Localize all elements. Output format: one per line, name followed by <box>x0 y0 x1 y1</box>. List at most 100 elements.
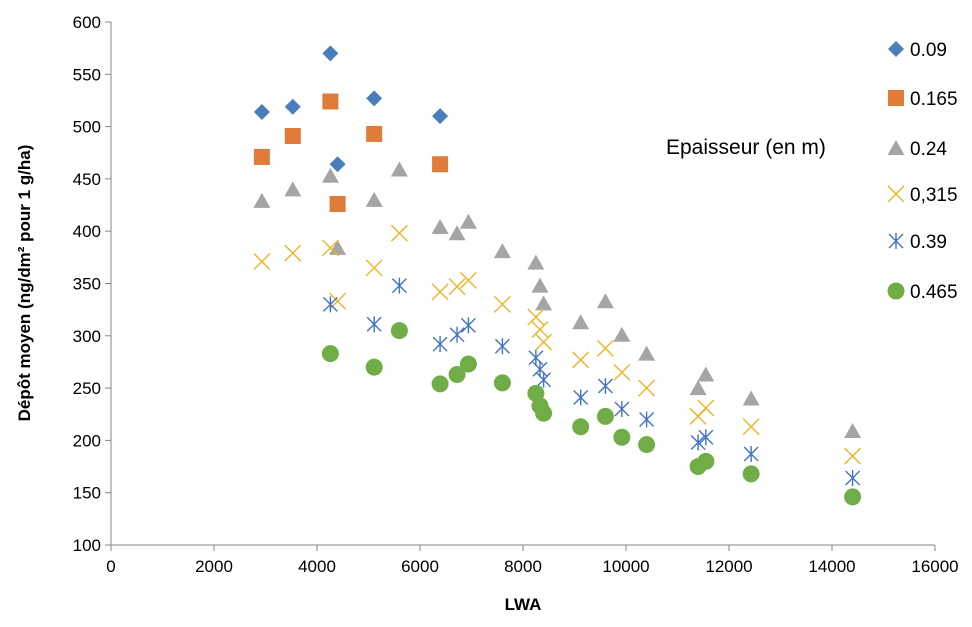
legend-label: 0.165 <box>910 89 958 110</box>
data-point <box>690 434 706 451</box>
data-point <box>596 407 614 425</box>
data-point <box>448 278 466 296</box>
data-point <box>494 338 510 355</box>
data-point <box>459 213 477 229</box>
data-point <box>572 418 590 436</box>
x-tick-label: 4000 <box>298 557 336 576</box>
series-3 <box>253 224 862 465</box>
data-point <box>535 295 553 311</box>
data-point <box>449 326 465 343</box>
data-point <box>329 196 346 213</box>
data-point <box>431 375 449 393</box>
data-point <box>528 349 544 366</box>
legend: 0.09 0.165 0.24 0,315 0.39 0.465 <box>887 40 958 303</box>
data-point <box>638 345 656 361</box>
data-point <box>284 181 302 197</box>
data-point <box>390 322 408 340</box>
legend-label: 0.39 <box>910 232 947 253</box>
data-point <box>459 271 477 289</box>
y-tick-label: 400 <box>73 222 101 241</box>
data-point <box>536 371 552 388</box>
data-point <box>365 259 383 277</box>
y-tick-label: 550 <box>73 65 101 84</box>
y-tick-label: 500 <box>73 118 101 137</box>
data-point <box>448 225 466 241</box>
legend-item: 0.24 <box>887 139 947 160</box>
data-point <box>535 333 553 351</box>
legend-item: 0,315 <box>887 185 958 206</box>
series-1 <box>253 93 449 213</box>
data-point <box>329 156 346 173</box>
data-point <box>431 219 449 235</box>
x-tick-label: 10000 <box>602 557 649 576</box>
data-point <box>253 103 270 120</box>
legend-marker <box>887 185 905 203</box>
data-point <box>322 296 338 313</box>
data-point <box>527 254 545 270</box>
data-point <box>573 389 589 406</box>
data-point <box>698 429 714 446</box>
data-point <box>845 470 861 487</box>
y-tick-label: 450 <box>73 170 101 189</box>
y-axis-title: Dépôt moyen (ng/dm² pour 1 g/ha) <box>15 145 34 422</box>
x-tick-label: 0 <box>106 557 115 576</box>
legend-marker <box>887 140 905 155</box>
data-point <box>535 404 553 422</box>
data-point <box>459 355 477 373</box>
series-5 <box>321 322 862 506</box>
data-point <box>639 411 655 428</box>
data-point <box>366 90 383 107</box>
legend-item: 0.09 <box>888 40 947 61</box>
data-point <box>448 366 466 384</box>
data-point <box>742 418 760 436</box>
y-tick-label: 350 <box>73 275 101 294</box>
data-point <box>597 378 613 395</box>
data-point <box>742 465 760 483</box>
data-point <box>284 244 302 262</box>
data-points <box>253 45 862 506</box>
data-point <box>321 345 339 363</box>
data-point <box>743 445 759 462</box>
data-point <box>613 428 631 446</box>
data-point <box>572 351 590 369</box>
data-point <box>365 358 383 376</box>
legend-marker <box>888 90 904 106</box>
data-point <box>390 224 408 242</box>
data-point <box>742 390 760 406</box>
series-2 <box>253 161 862 438</box>
legend-marker <box>888 41 904 57</box>
legend-item: 0.165 <box>888 89 958 110</box>
x-tick-label: 16000 <box>911 557 958 576</box>
x-axis-title: LWA <box>505 595 542 614</box>
data-point <box>844 422 862 438</box>
data-point <box>844 488 862 506</box>
data-point <box>322 93 339 110</box>
data-point <box>697 399 715 417</box>
legend-label: 0.465 <box>910 282 958 303</box>
data-point <box>432 108 449 125</box>
data-point <box>253 148 270 165</box>
x-tick-label: 14000 <box>808 557 855 576</box>
data-point <box>366 125 383 142</box>
data-point <box>493 295 511 313</box>
data-point <box>391 277 407 294</box>
y-tick-label: 100 <box>73 536 101 555</box>
data-point <box>613 326 631 342</box>
data-point <box>253 192 271 208</box>
x-tick-label: 2000 <box>195 557 233 576</box>
data-point <box>638 379 656 397</box>
data-point <box>321 167 339 183</box>
series-0 <box>253 45 449 173</box>
data-point <box>596 293 614 309</box>
x-tick-label: 8000 <box>504 557 542 576</box>
y-tick-label: 250 <box>73 379 101 398</box>
legend-annotation: Epaisseur (en m) <box>666 136 826 159</box>
data-point <box>390 161 408 177</box>
data-point <box>689 380 707 396</box>
data-point <box>614 401 630 418</box>
legend-marker <box>888 233 904 249</box>
data-point <box>432 156 449 173</box>
